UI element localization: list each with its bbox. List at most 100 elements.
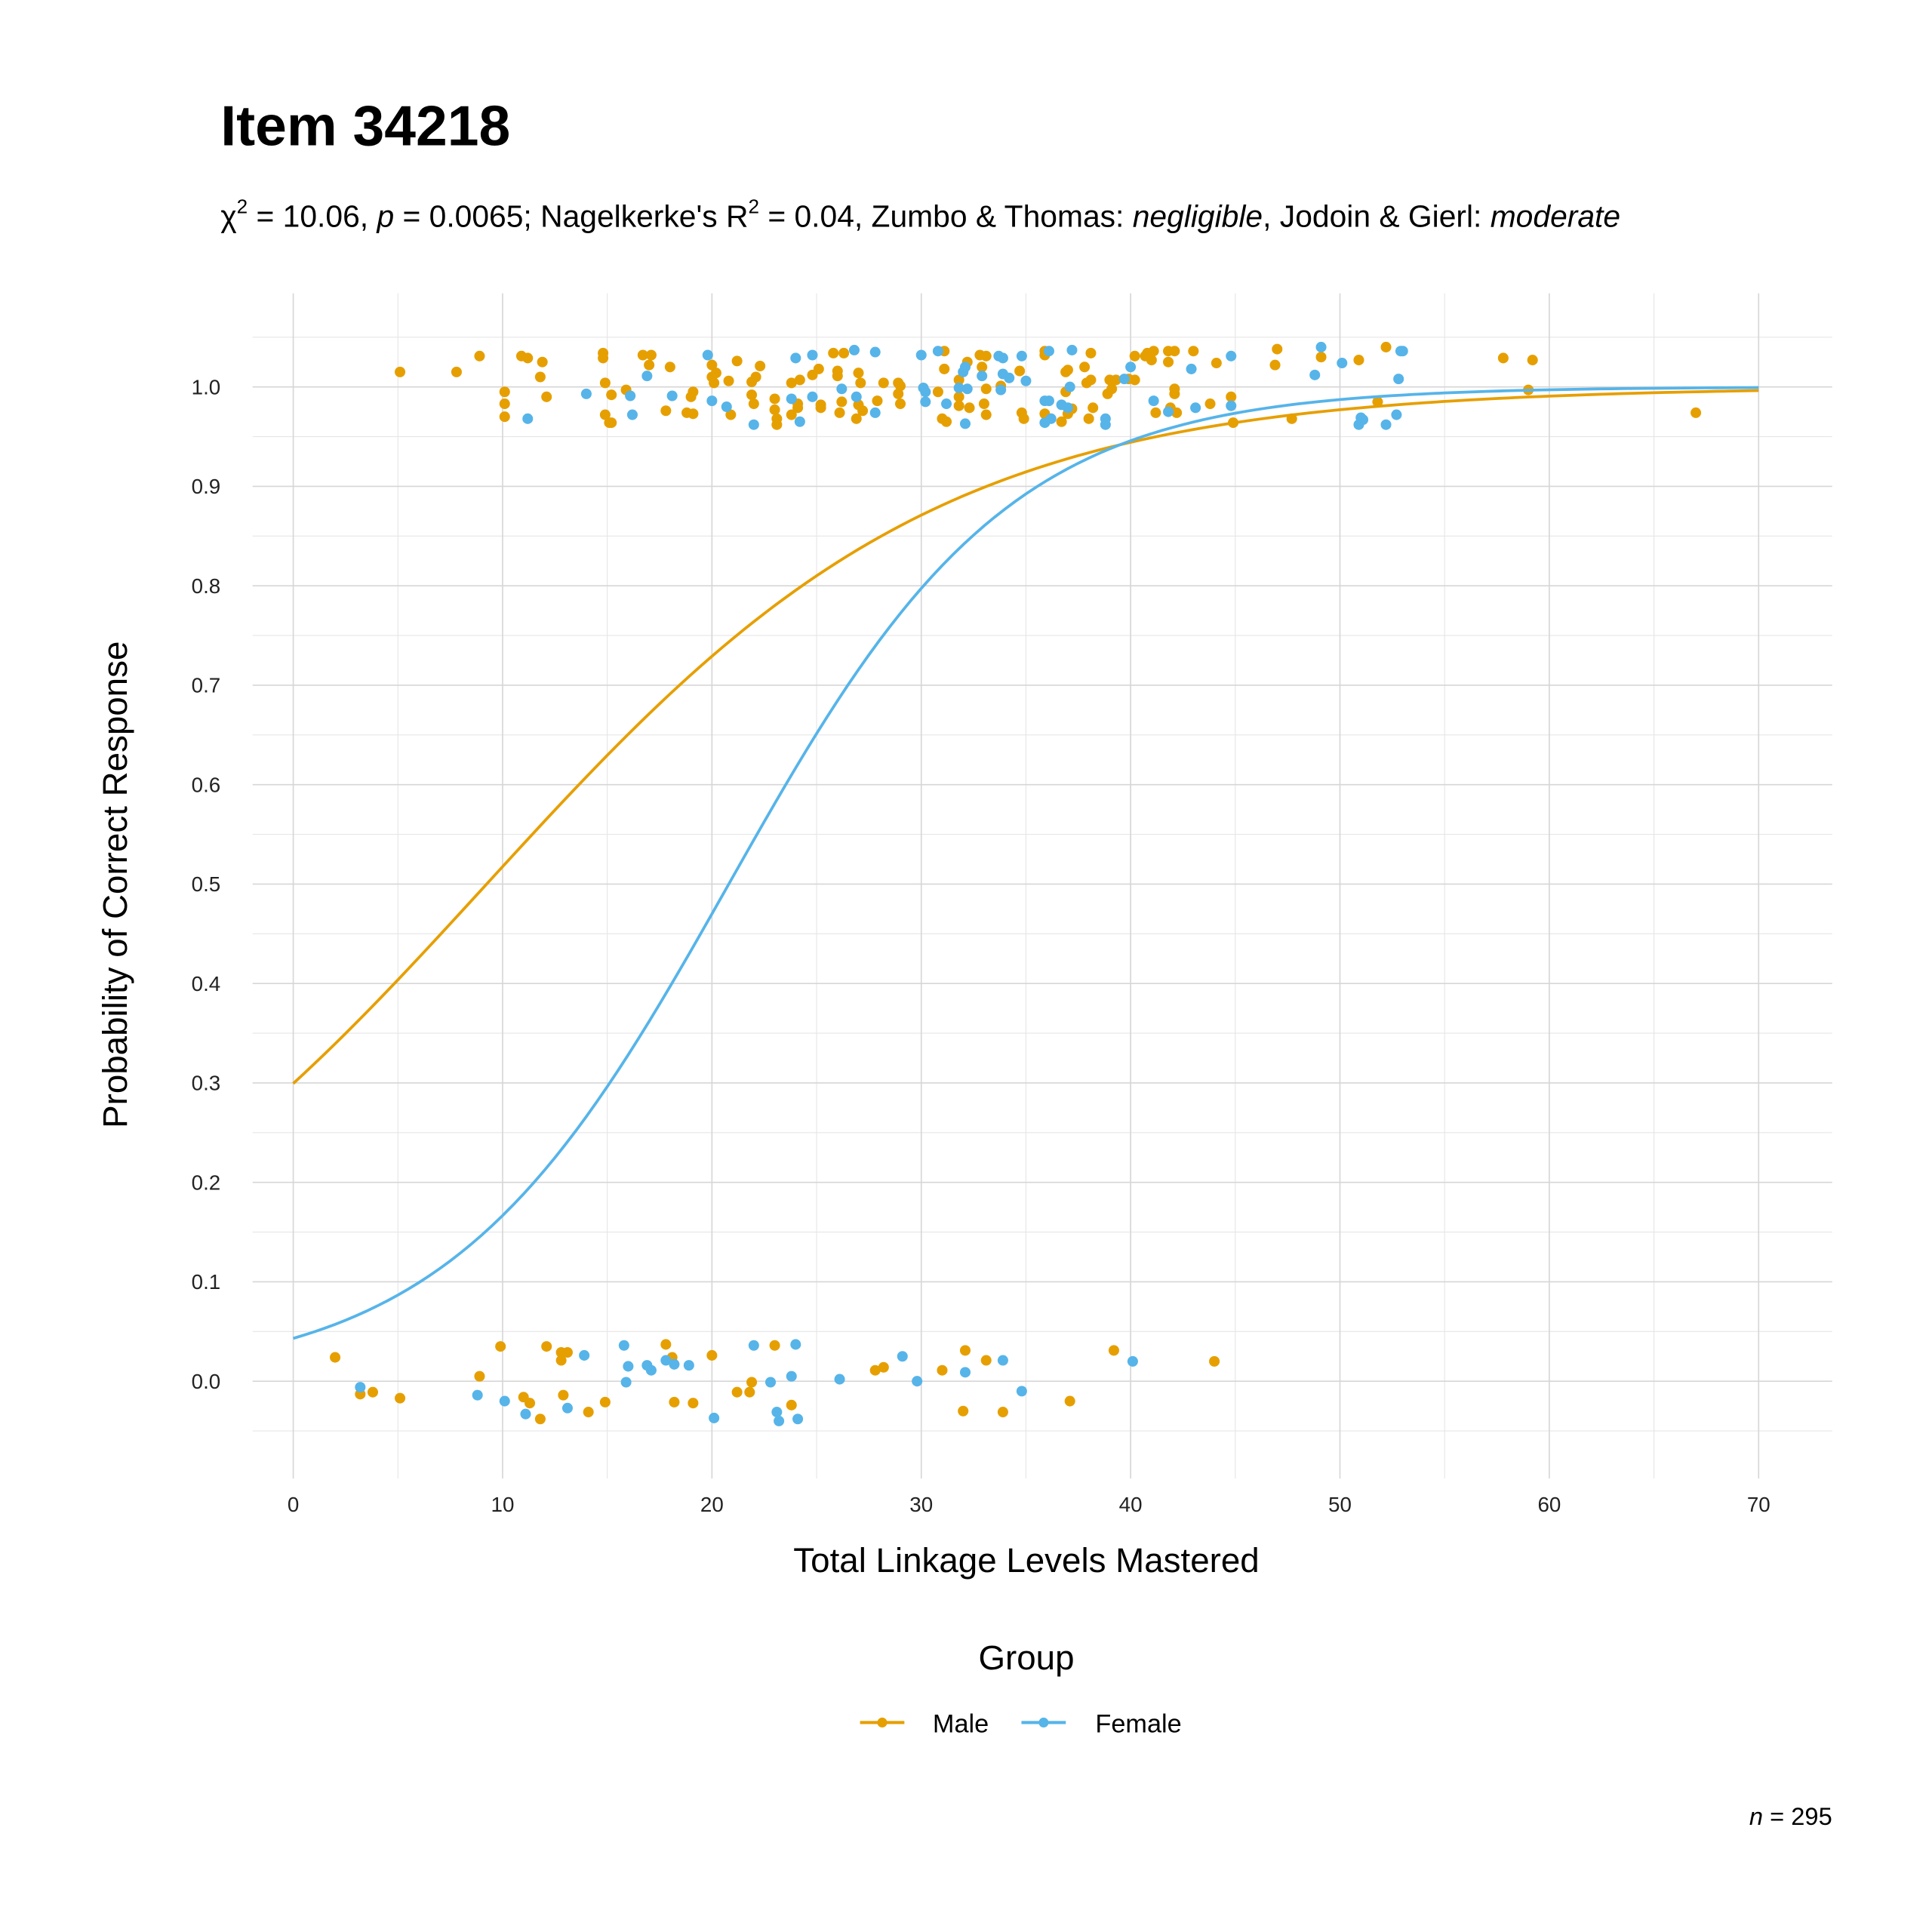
data-point-female (1393, 374, 1404, 385)
data-point-male (1315, 352, 1327, 363)
data-point-female (1186, 363, 1197, 374)
data-point-female (1337, 358, 1348, 369)
data-point-female (625, 390, 636, 401)
data-point-male (723, 375, 734, 386)
data-point-female (472, 1389, 483, 1401)
legend-key-point (877, 1717, 888, 1727)
data-point-male (1018, 413, 1029, 424)
data-point-male (395, 366, 406, 377)
data-point-female (1066, 344, 1078, 355)
data-point-female (997, 352, 1008, 364)
y-axis-title: Probability of Correct Response (96, 641, 134, 1128)
data-point-male (941, 416, 952, 427)
data-point-female (660, 1355, 672, 1366)
x-tick-label: 50 (1328, 1493, 1352, 1516)
data-point-male (1064, 1395, 1075, 1407)
data-point-female (764, 1377, 777, 1388)
data-point-male (499, 398, 510, 410)
data-point-female (620, 1377, 632, 1388)
data-point-male (688, 386, 699, 398)
data-point-female (1004, 372, 1015, 383)
data-point-male (1056, 416, 1067, 427)
data-point-male (786, 409, 797, 420)
data-point-male (855, 377, 866, 389)
data-point-male (1102, 388, 1113, 399)
data-point-female (792, 1414, 804, 1425)
data-point-male (997, 1407, 1008, 1418)
data-point-male (1527, 355, 1538, 366)
caption-n-value: = 295 (1763, 1802, 1832, 1830)
data-point-male (746, 389, 758, 401)
grid (252, 293, 1832, 1479)
data-point-male (709, 377, 720, 389)
data-point-male (451, 366, 462, 377)
data-point-female (1100, 419, 1111, 430)
data-point-female (771, 1407, 783, 1418)
data-point-male (706, 359, 718, 371)
data-point-male (1690, 407, 1702, 418)
data-point-male (599, 409, 611, 420)
data-point-male (731, 355, 743, 367)
legend-title: Group (978, 1638, 1074, 1677)
data-point-female (1397, 346, 1408, 357)
data-point-male (857, 405, 869, 417)
x-tick-label: 10 (491, 1493, 515, 1516)
data-point-female (1043, 346, 1054, 357)
subtitle-p: p (375, 198, 394, 233)
data-point-male (1150, 407, 1161, 418)
data-point-female (1064, 381, 1075, 392)
data-point-female (561, 1402, 573, 1414)
data-point-female (959, 418, 971, 429)
data-point-female (941, 398, 952, 410)
data-point-female (959, 361, 971, 373)
data-point-male (583, 1407, 594, 1418)
x-tick-label: 20 (700, 1493, 724, 1516)
y-tick-label: 0.2 (192, 1171, 221, 1194)
data-point-male (958, 1405, 969, 1417)
data-point-male (792, 402, 804, 414)
data-point-female (1226, 400, 1237, 411)
data-point-female (1391, 409, 1402, 420)
data-point-female (915, 349, 927, 361)
data-point-male (598, 352, 609, 364)
data-point-male (869, 1364, 881, 1376)
data-point-female (786, 393, 797, 405)
data-point-male (534, 1414, 546, 1425)
data-point-female (641, 371, 653, 382)
data-point-female (869, 346, 881, 358)
data-point-male (937, 1364, 948, 1376)
data-point-male (499, 411, 510, 423)
data-point-male (836, 396, 848, 408)
data-point-male (1372, 396, 1383, 408)
y-tick-label: 0.8 (192, 574, 221, 598)
data-point-female (1148, 395, 1159, 407)
data-point-male (474, 1371, 485, 1382)
data-point-female (499, 1395, 510, 1407)
y-tick-label: 0.6 (192, 773, 221, 796)
data-point-female (669, 1358, 680, 1370)
data-point-female (706, 395, 718, 407)
data-point-female (977, 371, 988, 382)
data-point-male (1088, 402, 1099, 414)
data-point-male (1188, 346, 1199, 357)
data-point-male (330, 1352, 341, 1363)
y-tick-label: 0.9 (192, 475, 221, 498)
legend-label: Male (933, 1710, 989, 1739)
data-point-male (794, 374, 805, 386)
data-point-male (953, 391, 964, 402)
data-point-female (1315, 341, 1327, 352)
data-point-female (786, 1371, 797, 1382)
data-point-male (980, 383, 992, 395)
data-point-male (834, 407, 845, 418)
data-point-male (710, 368, 721, 379)
data-point-male (838, 347, 850, 358)
data-point-female (1016, 1386, 1027, 1397)
data-point-female (355, 1382, 366, 1393)
data-point-male (769, 393, 780, 405)
data-point-female (1380, 419, 1392, 430)
data-point-male (786, 377, 797, 389)
data-point-male (664, 361, 675, 373)
data-point-male (878, 1361, 889, 1373)
